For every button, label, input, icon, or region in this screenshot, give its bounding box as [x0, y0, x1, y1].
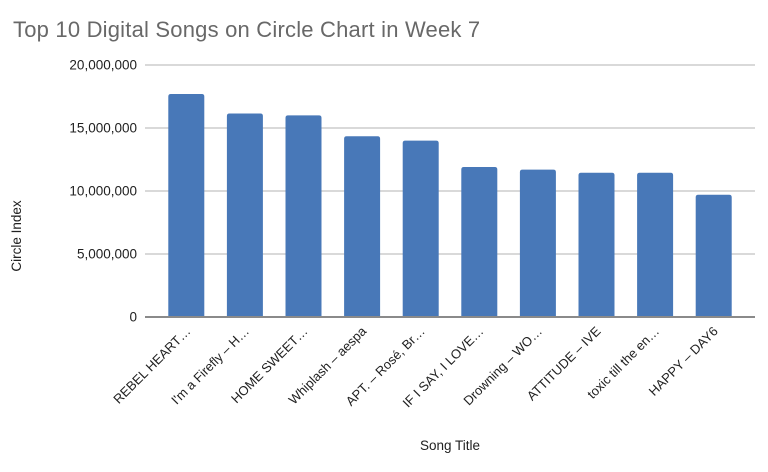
- y-axis-tick-label: 10,000,000: [69, 184, 137, 199]
- bar: [344, 136, 381, 317]
- y-axis-tick-label: 20,000,000: [69, 58, 137, 73]
- bar: [461, 167, 498, 317]
- bar: [695, 194, 732, 317]
- y-axis-title: Circle Index: [9, 200, 24, 272]
- x-axis-title: Song Title: [420, 438, 480, 453]
- x-category-labels-layer: REBEL HEART…I'm a Firefly – H…HOME SWEET…: [110, 323, 721, 410]
- y-axis-tick-label: 5,000,000: [77, 247, 137, 262]
- y-axis-tick-label: 0: [129, 310, 137, 325]
- bar: [285, 115, 322, 318]
- bar: [637, 172, 674, 317]
- bar: [519, 169, 556, 317]
- chart-title: Top 10 Digital Songs on Circle Chart in …: [13, 17, 481, 42]
- y-axis-tick-label: 15,000,000: [69, 121, 137, 136]
- bars-layer: [168, 93, 732, 318]
- bar: [402, 140, 439, 317]
- y-tick-labels-layer: 0 5,000,000 10,000,000 15,000,000 20,000,000: [69, 58, 137, 325]
- bar: [578, 172, 615, 317]
- bar: [226, 113, 263, 317]
- bar: [168, 93, 205, 317]
